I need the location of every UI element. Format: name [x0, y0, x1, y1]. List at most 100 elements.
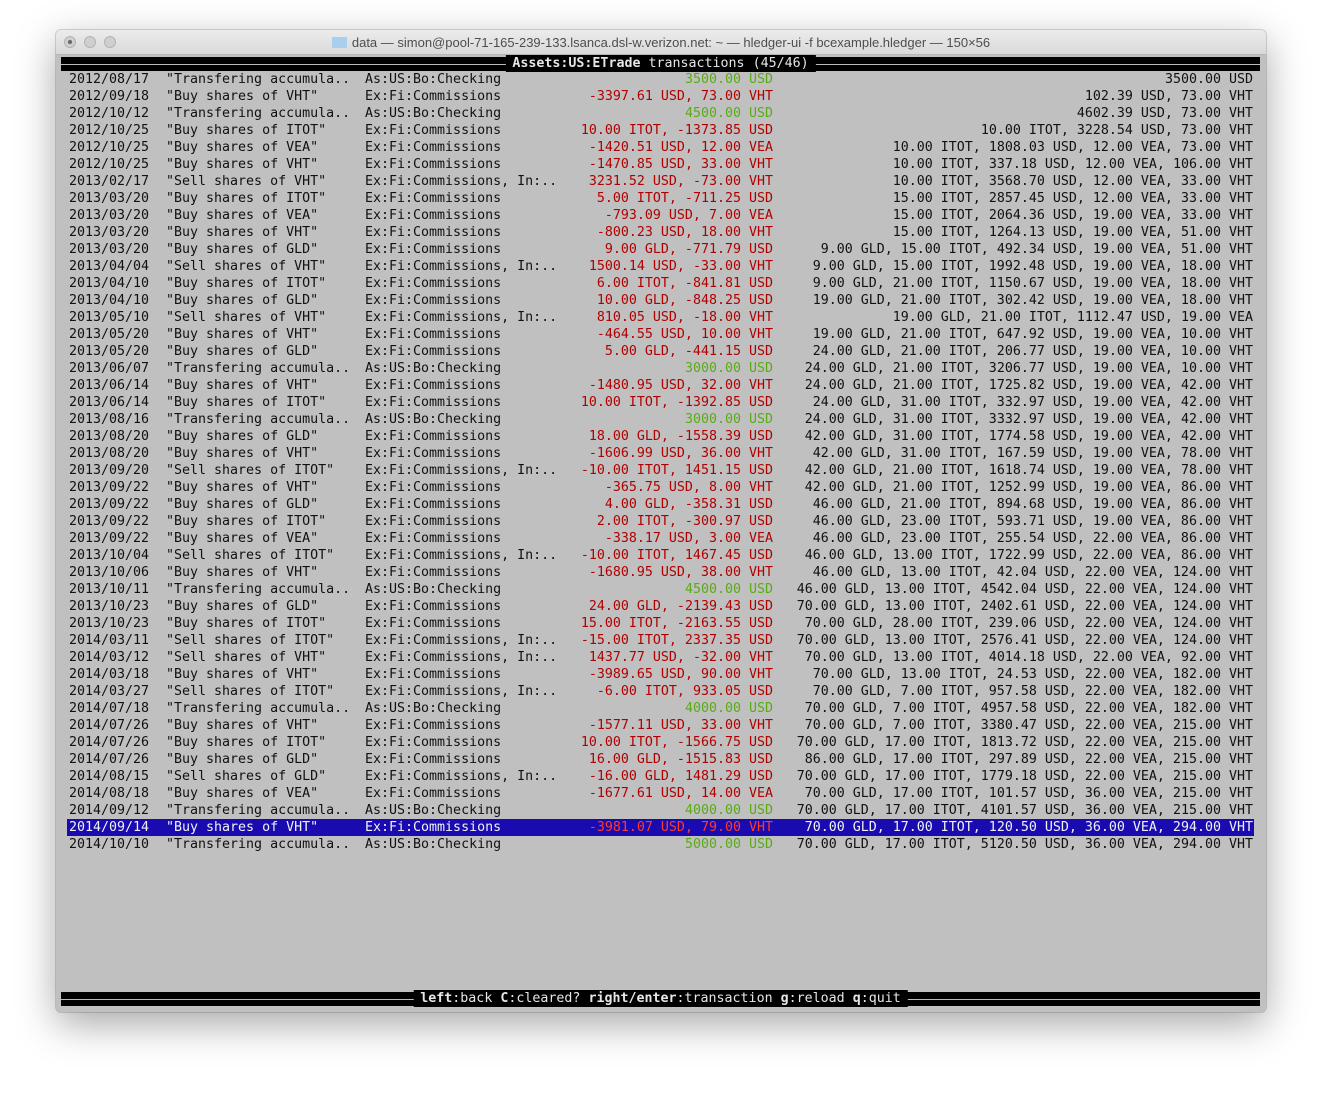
table-row[interactable]: 2012/10/12 "Transfering accumula.. As:US:B…	[67, 105, 1254, 122]
table-row[interactable]: 2013/08/16 "Transfering accumula.. As:US:B…	[67, 411, 1254, 428]
table-row[interactable]: 2013/03/20 "Buy shares of VHT" Ex:Fi:Commi…	[67, 224, 1254, 241]
description-cell: "Transfering accumula..	[166, 412, 351, 427]
table-row[interactable]: 2013/06/07 "Transfering accumula.. As:US:B…	[67, 360, 1254, 377]
table-row[interactable]: 2014/03/12 "Sell shares of VHT" Ex:Fi:Comm…	[67, 649, 1254, 666]
amount-cell: 3231.52 USD, -73.00 VHT	[588, 174, 773, 189]
balance-cell: 46.00 GLD, 13.00 ITOT, 4542.04 USD, 22.0…	[796, 582, 1253, 597]
table-row-selected[interactable]: 2014/09/14 "Buy shares of VHT" Ex:Fi:Commi…	[67, 819, 1254, 836]
account-cell: Ex:Fi:Commissions	[365, 599, 502, 614]
account-cell: As:US:Bo:Checking	[365, 361, 502, 376]
description-cell: "Buy shares of ITOT"	[166, 735, 327, 750]
description-cell: "Sell shares of VHT"	[166, 259, 327, 274]
account-cell: Ex:Fi:Commissions, In:..	[365, 548, 558, 563]
key-action: back	[460, 991, 493, 1006]
balance-cell: 42.00 GLD, 21.00 ITOT, 1618.74 USD, 19.0…	[804, 463, 1253, 478]
table-row[interactable]: 2013/09/22 "Buy shares of VEA" Ex:Fi:Commi…	[67, 530, 1254, 547]
terminal-screen[interactable]: Assets:US:ETrade transactions (45/46) 20…	[61, 55, 1260, 1007]
table-row[interactable]: 2013/04/10 "Buy shares of ITOT" Ex:Fi:Comm…	[67, 275, 1254, 292]
table-row[interactable]: 2012/10/25 "Buy shares of VHT" Ex:Fi:Commi…	[67, 156, 1254, 173]
table-row[interactable]: 2013/03/20 "Buy shares of GLD" Ex:Fi:Commi…	[67, 241, 1254, 258]
date-cell: 2014/03/27	[69, 684, 150, 699]
balance-cell: 10.00 ITOT, 3228.54 USD, 73.00 VHT	[980, 123, 1253, 138]
amount-cell: -464.55 USD, 10.00 VHT	[596, 327, 773, 342]
table-row[interactable]: 2014/10/10 "Transfering accumula.. As:US:B…	[67, 836, 1254, 853]
balance-cell: 24.00 GLD, 21.00 ITOT, 206.77 USD, 19.00…	[812, 344, 1253, 359]
account-cell: Ex:Fi:Commissions	[365, 786, 502, 801]
table-row[interactable]: 2013/04/04 "Sell shares of VHT" Ex:Fi:Comm…	[67, 258, 1254, 275]
date-cell: 2014/08/18	[69, 786, 150, 801]
table-row[interactable]: 2013/10/23 "Buy shares of GLD" Ex:Fi:Commi…	[67, 598, 1254, 615]
date-cell: 2013/10/23	[69, 599, 150, 614]
table-row[interactable]: 2012/08/17 "Transfering accumula.. As:US:B…	[67, 71, 1254, 88]
balance-cell: 9.00 GLD, 15.00 ITOT, 492.34 USD, 19.00 …	[820, 242, 1253, 257]
key-action: cleared?	[516, 991, 581, 1006]
balance-cell: 24.00 GLD, 21.00 ITOT, 3206.77 USD, 19.0…	[804, 361, 1253, 376]
table-row[interactable]: 2013/09/20 "Sell shares of ITOT" Ex:Fi:Com…	[67, 462, 1254, 479]
amount-cell: 5000.00 USD	[684, 837, 773, 852]
table-row[interactable]: 2013/10/23 "Buy shares of ITOT" Ex:Fi:Comm…	[67, 615, 1254, 632]
description-cell: "Transfering accumula..	[166, 106, 351, 121]
description-cell: "Buy shares of GLD"	[166, 293, 319, 308]
table-row[interactable]: 2014/08/18 "Buy shares of VEA" Ex:Fi:Commi…	[67, 785, 1254, 802]
amount-cell: -3981.07 USD, 79.00 VHT	[588, 820, 773, 835]
date-cell: 2013/04/04	[69, 259, 150, 274]
table-row[interactable]: 2014/08/15 "Sell shares of GLD" Ex:Fi:Comm…	[67, 768, 1254, 785]
balance-cell: 70.00 GLD, 13.00 ITOT, 24.53 USD, 22.00 …	[812, 667, 1253, 682]
table-row[interactable]: 2014/09/12 "Transfering accumula.. As:US:B…	[67, 802, 1254, 819]
description-cell: "Buy shares of ITOT"	[166, 514, 327, 529]
header-bar: Assets:US:ETrade transactions (45/46)	[61, 55, 1260, 72]
table-row[interactable]: 2012/10/25 "Buy shares of ITOT" Ex:Fi:Comm…	[67, 122, 1254, 139]
key-name: left	[420, 991, 453, 1006]
table-row[interactable]: 2014/03/18 "Buy shares of VHT" Ex:Fi:Commi…	[67, 666, 1254, 683]
table-row[interactable]: 2013/09/22 "Buy shares of GLD" Ex:Fi:Commi…	[67, 496, 1254, 513]
table-row[interactable]: 2014/03/27 "Sell shares of ITOT" Ex:Fi:Com…	[67, 683, 1254, 700]
description-cell: "Buy shares of VHT"	[166, 327, 319, 342]
description-cell: "Buy shares of VHT"	[166, 565, 319, 580]
date-cell: 2013/10/04	[69, 548, 150, 563]
amount-cell: 3000.00 USD	[684, 412, 773, 427]
account-cell: Ex:Fi:Commissions	[365, 140, 502, 155]
row-position: (45/46)	[752, 56, 809, 71]
balance-cell: 24.00 GLD, 21.00 ITOT, 1725.82 USD, 19.0…	[804, 378, 1253, 393]
account-cell: Ex:Fi:Commissions, In:..	[365, 684, 558, 699]
amount-cell: 4500.00 USD	[684, 106, 773, 121]
table-row[interactable]: 2014/03/11 "Sell shares of ITOT" Ex:Fi:Com…	[67, 632, 1254, 649]
table-row[interactable]: 2014/07/26 "Buy shares of GLD" Ex:Fi:Commi…	[67, 751, 1254, 768]
zoom-button[interactable]	[104, 36, 116, 48]
table-row[interactable]: 2013/09/22 "Buy shares of ITOT" Ex:Fi:Comm…	[67, 513, 1254, 530]
table-row[interactable]: 2013/03/20 "Buy shares of ITOT" Ex:Fi:Comm…	[67, 190, 1254, 207]
balance-cell: 70.00 GLD, 17.00 ITOT, 5120.50 USD, 36.0…	[796, 837, 1253, 852]
table-row[interactable]: 2013/08/20 "Buy shares of VHT" Ex:Fi:Commi…	[67, 445, 1254, 462]
table-row[interactable]: 2013/05/20 "Buy shares of GLD" Ex:Fi:Commi…	[67, 343, 1254, 360]
amount-cell: -3989.65 USD, 90.00 VHT	[588, 667, 773, 682]
table-row[interactable]: 2012/10/25 "Buy shares of VEA" Ex:Fi:Commi…	[67, 139, 1254, 156]
minimize-button[interactable]	[84, 36, 96, 48]
table-row[interactable]: 2013/02/17 "Sell shares of VHT" Ex:Fi:Comm…	[67, 173, 1254, 190]
key-hint: right/enter:transaction	[588, 991, 773, 1006]
table-row[interactable]: 2013/06/14 "Buy shares of ITOT" Ex:Fi:Comm…	[67, 394, 1254, 411]
table-row[interactable]: 2013/09/22 "Buy shares of VHT" Ex:Fi:Commi…	[67, 479, 1254, 496]
table-row[interactable]: 2013/10/04 "Sell shares of ITOT" Ex:Fi:Com…	[67, 547, 1254, 564]
date-cell: 2014/08/15	[69, 769, 150, 784]
table-row[interactable]: 2013/04/10 "Buy shares of GLD" Ex:Fi:Commi…	[67, 292, 1254, 309]
amount-cell: 24.00 GLD, -2139.43 USD	[588, 599, 773, 614]
date-cell: 2014/07/26	[69, 735, 150, 750]
description-cell: "Buy shares of VHT"	[166, 480, 319, 495]
date-cell: 2014/03/11	[69, 633, 150, 648]
table-row[interactable]: 2013/08/20 "Buy shares of GLD" Ex:Fi:Commi…	[67, 428, 1254, 445]
table-row[interactable]: 2013/05/20 "Buy shares of VHT" Ex:Fi:Commi…	[67, 326, 1254, 343]
table-row[interactable]: 2013/03/20 "Buy shares of VEA" Ex:Fi:Commi…	[67, 207, 1254, 224]
table-row[interactable]: 2013/05/10 "Sell shares of VHT" Ex:Fi:Comm…	[67, 309, 1254, 326]
account-cell: Ex:Fi:Commissions	[365, 378, 502, 393]
close-button[interactable]	[64, 36, 76, 48]
table-row[interactable]: 2012/09/18 "Buy shares of VHT" Ex:Fi:Commi…	[67, 88, 1254, 105]
balance-cell: 9.00 GLD, 21.00 ITOT, 1150.67 USD, 19.00…	[812, 276, 1253, 291]
table-row[interactable]: 2014/07/26 "Buy shares of VHT" Ex:Fi:Commi…	[67, 717, 1254, 734]
table-row[interactable]: 2013/10/11 "Transfering accumula.. As:US:B…	[67, 581, 1254, 598]
table-row[interactable]: 2013/10/06 "Buy shares of VHT" Ex:Fi:Commi…	[67, 564, 1254, 581]
table-row[interactable]: 2014/07/26 "Buy shares of ITOT" Ex:Fi:Comm…	[67, 734, 1254, 751]
amount-cell: -365.75 USD, 8.00 VHT	[604, 480, 773, 495]
description-cell: "Buy shares of VHT"	[166, 157, 319, 172]
table-row[interactable]: 2014/07/18 "Transfering accumula.. As:US:B…	[67, 700, 1254, 717]
table-row[interactable]: 2013/06/14 "Buy shares of VHT" Ex:Fi:Commi…	[67, 377, 1254, 394]
